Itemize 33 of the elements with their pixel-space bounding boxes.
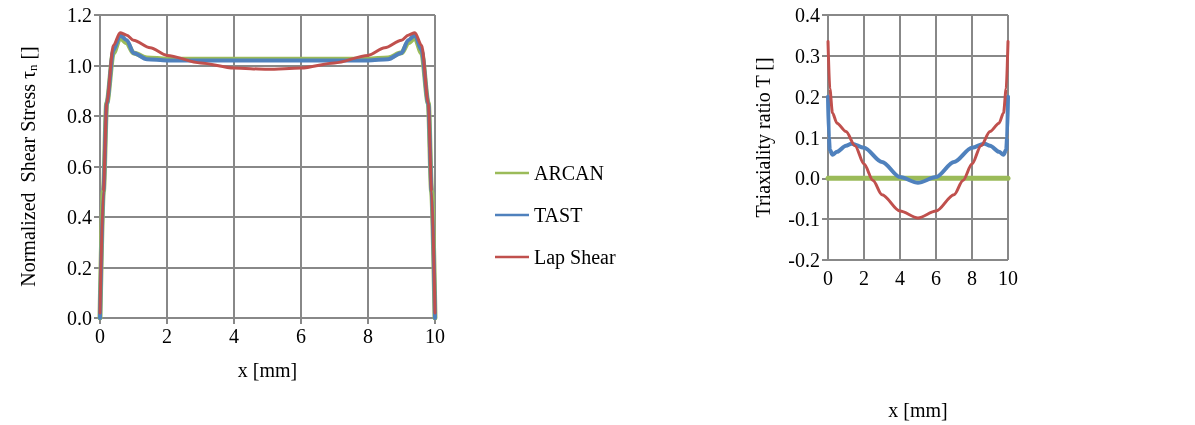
y-tick-label: 0.4: [795, 4, 820, 26]
legend-label: ARCAN: [534, 162, 605, 184]
x-tick-label: 10: [998, 267, 1018, 289]
y-tick-label: 1.0: [67, 54, 92, 77]
legend-label: Lap Shear: [534, 246, 616, 269]
legend-label: TAST: [534, 204, 583, 226]
y-tick-label: 0.2: [67, 256, 92, 279]
y-tick-label: 0.2: [795, 85, 820, 108]
x-tick-label: 0: [823, 267, 833, 289]
x-tick-label: 8: [967, 267, 977, 289]
y-tick-label: 0.8: [67, 105, 92, 127]
x-tick-label: 6: [296, 325, 306, 347]
y-tick-label: -0.2: [788, 249, 820, 271]
x-tick-label: 4: [229, 325, 239, 347]
x-tick-label: 2: [859, 267, 869, 289]
x-axis-title: x [mm]: [237, 359, 298, 381]
x-tick-label: 0: [95, 325, 105, 347]
x-tick-label: 6: [931, 267, 941, 289]
x-tick-label: 2: [162, 325, 172, 347]
x-tick-label: 8: [363, 325, 373, 347]
y-tick-label: 0.1: [795, 126, 820, 149]
y-tick-label: -0.1: [788, 208, 820, 231]
y-axis-title: Normalized Shear Stress τn []: [17, 46, 40, 287]
y-tick-label: 0.6: [67, 155, 92, 178]
y-tick-label: 0.0: [795, 167, 820, 190]
x-tick-label: 4: [895, 267, 905, 289]
y-tick-label: 0.0: [67, 307, 92, 329]
y-axis-title: Triaxiality ratio T []: [752, 57, 775, 218]
y-tick-label: 0.3: [795, 44, 820, 67]
x-tick-label: 10: [425, 325, 445, 347]
y-tick-label: 0.4: [67, 206, 92, 228]
x-axis-title: x [mm]: [888, 399, 948, 421]
y-tick-label: 1.2: [67, 4, 92, 26]
